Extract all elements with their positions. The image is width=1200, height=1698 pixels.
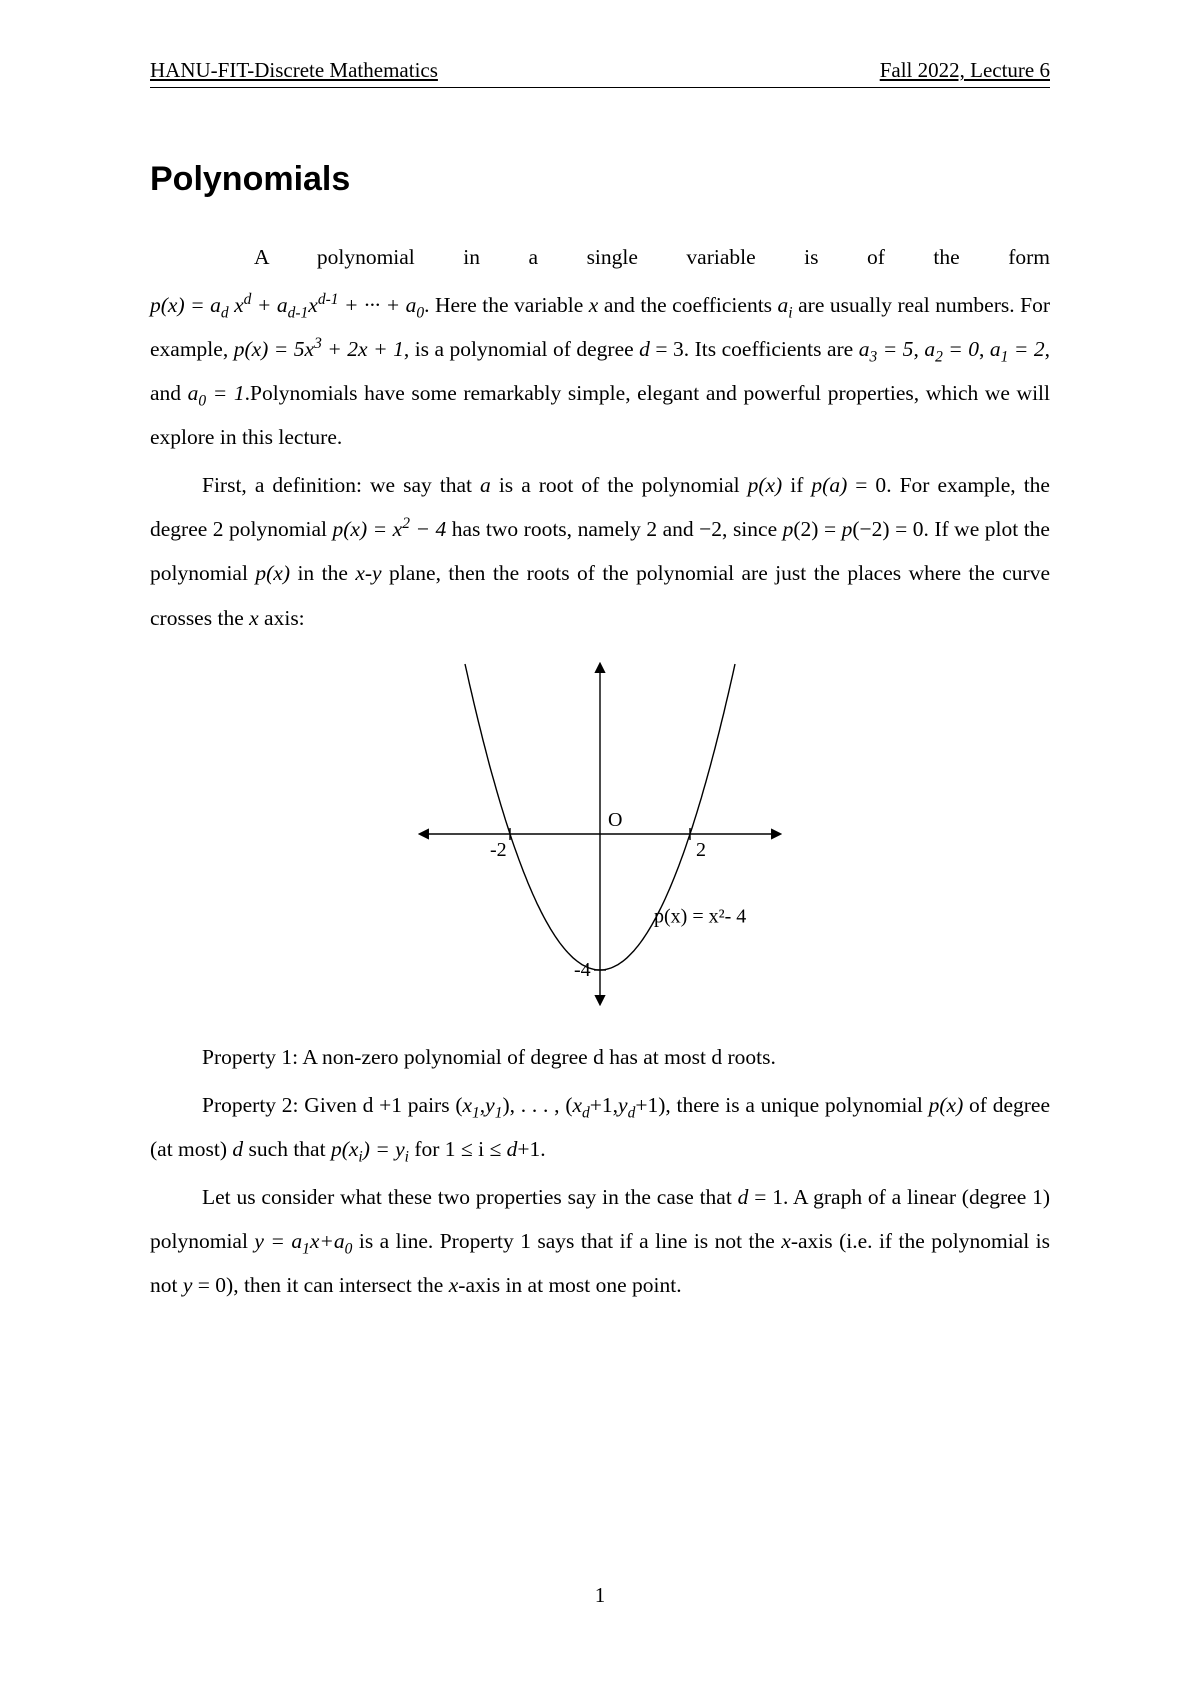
p3-a: Let us consider what these two propertie… — [202, 1185, 738, 1209]
p3-y0: y — [183, 1273, 193, 1297]
p1-tail-a: . Here the variable — [424, 293, 589, 317]
prop2-end: +1. — [517, 1137, 545, 1161]
page-title: Polynomials — [150, 160, 1050, 199]
prop2-d1: d — [507, 1137, 518, 1161]
p3-d1: d — [738, 1185, 749, 1209]
prop2-c: such that — [243, 1137, 331, 1161]
p2-px: p(x) — [748, 473, 783, 497]
paragraph-1-cont: p(x) = ad xd + ad-1xd-1 + ··· + a0. Here… — [150, 283, 1050, 459]
p3-e: ), then it can intersect the — [226, 1273, 449, 1297]
p3-x1: x — [781, 1229, 791, 1253]
page-header: HANU-FIT-Discrete Mathematics Fall 2022,… — [150, 58, 1050, 83]
page: HANU-FIT-Discrete Mathematics Fall 2022,… — [0, 0, 1200, 1698]
paragraph-3: Let us consider what these two propertie… — [150, 1175, 1050, 1307]
p3-f: -axis in at most one point. — [458, 1273, 681, 1297]
p3-line: y = a1x+a0 — [254, 1229, 352, 1253]
prop2-y1: y1 — [485, 1093, 502, 1117]
p2-xy: x-y — [355, 561, 381, 585]
prop2-a: Property 2: Given d +1 pairs ( — [202, 1093, 463, 1117]
p2-a-var: a — [480, 473, 491, 497]
svg-text:-4: -4 — [574, 959, 591, 981]
svg-text:-2: -2 — [490, 839, 507, 861]
p2-i: axis: — [259, 606, 305, 630]
p2-quad: p(x) = x2 − 4 — [333, 517, 447, 541]
prop2-px: p(x) — [929, 1093, 964, 1117]
p1-tail-e: = 3. Its coefficients are — [650, 337, 859, 361]
prop2-yd1: yd — [618, 1093, 635, 1117]
p2-e: has two roots, namely 2 and −2, since — [446, 517, 782, 541]
p2-a: First, a definition: we say that — [202, 473, 480, 497]
p1-a3: a3 = 5 — [859, 337, 914, 361]
p1-x: x — [589, 293, 599, 317]
header-left: HANU-FIT-Discrete Mathematics — [150, 58, 438, 83]
p2-pa: p(a) — [811, 473, 847, 497]
figure-svg: -2 2 -4 Op(x) = x²- 4 — [390, 654, 810, 1014]
property-2: Property 2: Given d +1 pairs (x1,y1), . … — [150, 1083, 1050, 1171]
prop2-eq: p(xi) = yi — [331, 1137, 409, 1161]
header-right: Fall 2022, Lecture 6 — [880, 58, 1050, 83]
page-number: 1 — [0, 1583, 1200, 1608]
property-1: Property 1: A non-zero polynomial of deg… — [150, 1035, 1050, 1079]
svg-text:2: 2 — [696, 839, 706, 861]
p2-b: is a root of the polynomial — [491, 473, 748, 497]
p1-ai: ai — [778, 293, 793, 317]
p1-a2: a2 = 0 — [924, 337, 979, 361]
p1-tail-b: and the coefficients — [598, 293, 777, 317]
paragraph-1: A polynomial in a single variable is of … — [150, 235, 1050, 279]
p1-ex-formula: p(x) = 5x3 + 2x + 1 — [234, 337, 404, 361]
svg-text:p(x) = x²- 4: p(x) = x²- 4 — [654, 905, 746, 927]
p2-roots: p — [783, 517, 794, 541]
prop2-plus1b: +1), there is a unique polynomial — [635, 1093, 928, 1117]
body-text: A polynomial in a single variable is of … — [150, 235, 1050, 1307]
p1-formula: p(x) = ad xd + ad-1xd-1 + ··· + a0 — [150, 293, 424, 317]
p1-a0: a0 = 1 — [188, 381, 245, 405]
p3-x2: x — [449, 1273, 459, 1297]
p1-lead: A polynomial in a single variable is of … — [202, 235, 1050, 279]
p2-x: x — [249, 606, 259, 630]
figure-parabola: -2 2 -4 Op(x) = x²- 4 — [150, 654, 1050, 1029]
svg-text:O: O — [608, 809, 622, 831]
p1-d: d — [639, 337, 650, 361]
p1-tail-f: .Polynomials have some remarkably simple… — [150, 381, 1050, 449]
p2-g: in the — [290, 561, 355, 585]
p3-c: is a line. Property 1 says that if a lin… — [352, 1229, 781, 1253]
prop2-mid: ), . . . , ( — [502, 1093, 572, 1117]
p2-px2: p(x) — [255, 561, 290, 585]
prop2-for: for 1 ≤ i ≤ — [409, 1137, 507, 1161]
p1-tail-d: , is a polynomial of degree — [404, 337, 639, 361]
p2-c: if — [782, 473, 811, 497]
p1-a1: a1 = 2 — [990, 337, 1045, 361]
prop2-d: d — [232, 1137, 243, 1161]
prop2-x1: x1 — [463, 1093, 480, 1117]
prop2-xd1: xd — [572, 1093, 589, 1117]
paragraph-2: First, a definition: we say that a is a … — [150, 463, 1050, 639]
header-rule — [150, 87, 1050, 88]
